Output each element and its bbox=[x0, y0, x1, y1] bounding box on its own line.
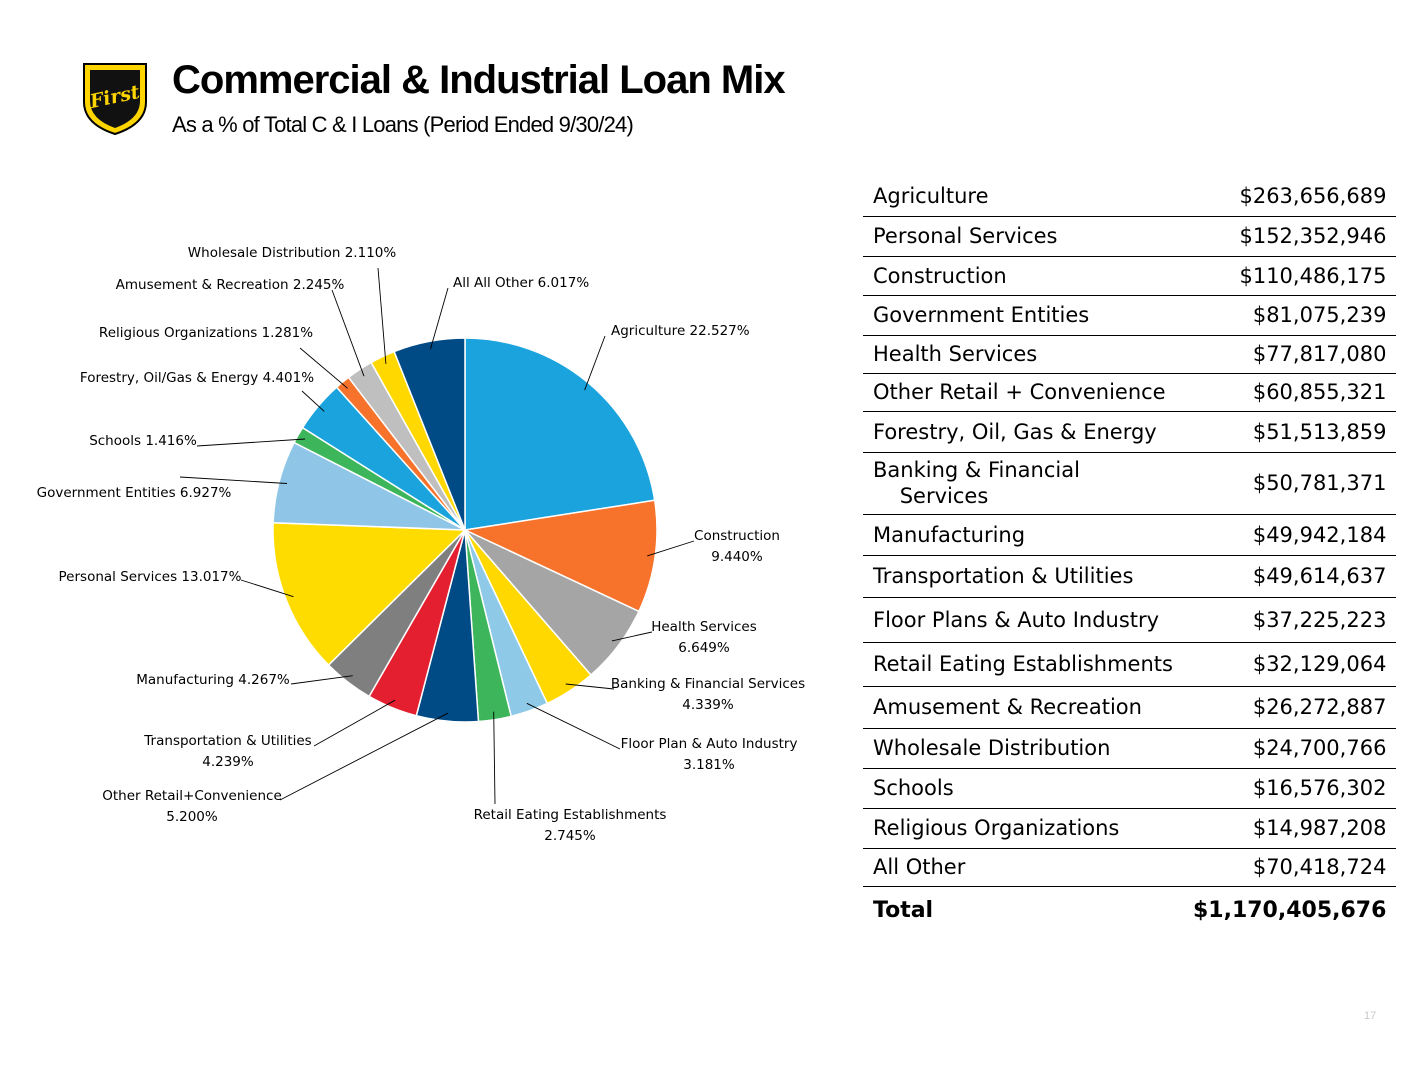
slice-label: Construction 9.440% bbox=[694, 528, 780, 565]
loan-mix-pie-chart: Agriculture 22.527% Construction 9.440% Hea… bbox=[37, 245, 806, 844]
category-amount: $70,418,724 bbox=[1182, 848, 1397, 887]
leader-line bbox=[647, 540, 695, 557]
slice-label: Government Entities 6.927% bbox=[37, 485, 232, 501]
slice-label: Banking & Financial Services 4.339% bbox=[611, 676, 805, 713]
table-row: Manufacturing $49,942,184 bbox=[863, 514, 1397, 556]
category-amount: $14,987,208 bbox=[1182, 808, 1397, 849]
category-name: Schools bbox=[863, 768, 1183, 809]
pie-slice bbox=[272, 521, 467, 667]
slice-label: Agriculture 22.527% bbox=[611, 323, 750, 339]
leader-line bbox=[493, 711, 496, 805]
table-row: Personal Services $152,352,946 bbox=[863, 216, 1397, 257]
slice-label: Retail Eating Establishments 2.745% bbox=[474, 807, 667, 844]
page-subtitle: As a % of Total C & I Loans (Period Ende… bbox=[172, 112, 634, 137]
leader-line bbox=[313, 699, 396, 747]
category-amount: $50,781,371 bbox=[1182, 452, 1397, 515]
leader-line bbox=[584, 335, 606, 391]
table-row: Floor Plans & Auto Industry $37,225,223 bbox=[863, 597, 1397, 643]
slice-label: Transportation & Utilities 4.239% bbox=[143, 733, 311, 770]
category-amount: $263,656,689 bbox=[1182, 176, 1397, 217]
total-label: Total bbox=[873, 897, 934, 923]
total-amount: $1,170,405,676 bbox=[1192, 897, 1387, 923]
slice-label: All All Other 6.017% bbox=[453, 275, 589, 291]
category-name: Religious Organizations bbox=[863, 808, 1183, 849]
slice-label: Floor Plan & Auto Industry 3.181% bbox=[621, 736, 798, 773]
slice-label: Forestry, Oil/Gas & Energy 4.401% bbox=[80, 370, 314, 386]
category-name: Personal Services bbox=[863, 216, 1183, 257]
leader-line bbox=[196, 438, 306, 447]
category-name: Government Entities bbox=[863, 295, 1183, 336]
category-amount: $60,855,321 bbox=[1182, 373, 1397, 412]
category-name: Amusement & Recreation bbox=[863, 686, 1183, 729]
total-row: Total $1,170,405,676 bbox=[863, 886, 1396, 934]
category-name: All Other bbox=[863, 848, 1183, 887]
leader-line bbox=[279, 712, 449, 801]
category-name: Banking & Financial Services bbox=[863, 452, 1183, 515]
category-name: Construction bbox=[863, 256, 1183, 296]
category-amount: $152,352,946 bbox=[1182, 216, 1397, 257]
leader-line bbox=[299, 347, 348, 389]
leader-line bbox=[240, 579, 294, 598]
slice-label: Religious Organizations 1.281% bbox=[99, 325, 313, 341]
category-amount: $26,272,887 bbox=[1182, 686, 1397, 729]
category-name: Manufacturing bbox=[863, 514, 1183, 556]
category-name: Retail Eating Establishments bbox=[863, 642, 1183, 687]
slice-label: Manufacturing 4.267% bbox=[136, 672, 290, 688]
table-row: Construction $110,486,175 bbox=[863, 256, 1397, 296]
category-amount: $81,075,239 bbox=[1182, 295, 1397, 336]
category-name: Floor Plans & Auto Industry bbox=[863, 597, 1183, 643]
category-amount: $24,700,766 bbox=[1182, 728, 1397, 769]
leader-line bbox=[377, 267, 387, 364]
table-row: Schools $16,576,302 bbox=[863, 768, 1397, 809]
pie-slice bbox=[393, 337, 466, 531]
slice-label: Other Retail+Convenience 5.200% bbox=[102, 788, 282, 825]
page-number: 17 bbox=[1364, 1010, 1377, 1022]
category-amount: $49,614,637 bbox=[1182, 555, 1397, 598]
first-bank-logo: First bbox=[83, 63, 147, 136]
category-amount: $51,513,859 bbox=[1182, 411, 1397, 453]
pie-slice bbox=[462, 499, 658, 613]
table-row: Government Entities $81,075,239 bbox=[863, 295, 1397, 336]
leader-line bbox=[526, 702, 621, 750]
table-row: Transportation & Utilities $49,614,637 bbox=[863, 555, 1397, 598]
leader-line bbox=[301, 390, 325, 412]
category-name: Forestry, Oil, Gas & Energy bbox=[863, 411, 1183, 453]
category-name: Agriculture bbox=[863, 176, 1183, 217]
slice-label: Amusement & Recreation 2.245% bbox=[116, 277, 345, 293]
category-amount: $77,817,080 bbox=[1182, 335, 1397, 374]
page-title: Commercial & Industrial Loan Mix bbox=[172, 58, 786, 102]
table-row: Forestry, Oil, Gas & Energy $51,513,859 bbox=[863, 411, 1397, 453]
slice-label: Wholesale Distribution 2.110% bbox=[188, 245, 397, 261]
table-row: All Other $70,418,724 bbox=[863, 848, 1397, 887]
table-row: Amusement & Recreation $26,272,887 bbox=[863, 686, 1397, 729]
category-amount: $37,225,223 bbox=[1182, 597, 1397, 643]
table-row: Wholesale Distribution $24,700,766 bbox=[863, 728, 1397, 769]
category-name: Other Retail + Convenience bbox=[863, 373, 1183, 412]
category-amount: $49,942,184 bbox=[1182, 514, 1397, 556]
leader-line bbox=[290, 675, 353, 685]
category-name: Transportation & Utilities bbox=[863, 555, 1183, 598]
leader-line bbox=[611, 631, 653, 642]
leader-line bbox=[179, 476, 288, 484]
category-name: Health Services bbox=[863, 335, 1183, 374]
leader-line bbox=[565, 683, 615, 690]
category-amount: $16,576,302 bbox=[1182, 768, 1397, 809]
slice-label: Personal Services 13.017% bbox=[59, 569, 242, 585]
category-name: Wholesale Distribution bbox=[863, 728, 1183, 769]
pie-slice bbox=[464, 337, 656, 531]
leader-line bbox=[429, 287, 449, 350]
category-amount: $32,129,064 bbox=[1182, 642, 1397, 687]
loan-amounts-table: Agriculture $263,656,689 Personal Services… bbox=[863, 176, 1397, 934]
table-row: Banking & Financial Services $50,781,371 bbox=[863, 452, 1397, 515]
category-amount: $110,486,175 bbox=[1182, 256, 1397, 296]
leader-line bbox=[331, 289, 365, 377]
table-row: Other Retail + Convenience $60,855,321 bbox=[863, 373, 1397, 412]
table-row: Agriculture $263,656,689 bbox=[863, 176, 1397, 217]
slice-label: Schools 1.416% bbox=[89, 433, 197, 449]
slice-label: Health Services 6.649% bbox=[651, 619, 757, 656]
table-row: Retail Eating Establishments $32,129,064 bbox=[863, 642, 1397, 687]
table-row: Religious Organizations $14,987,208 bbox=[863, 808, 1397, 849]
table-row: Health Services $77,817,080 bbox=[863, 335, 1397, 374]
